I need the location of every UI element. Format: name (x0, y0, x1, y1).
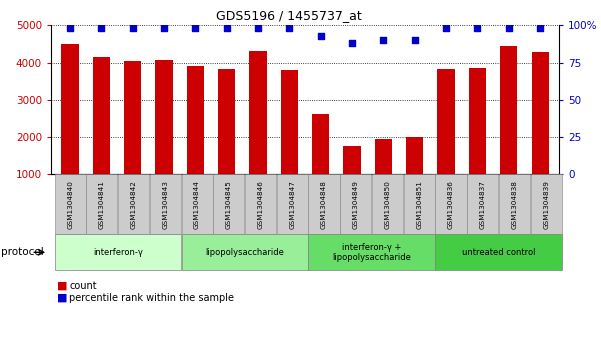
Text: GSM1304840: GSM1304840 (67, 180, 73, 229)
Point (284, 25, 294, 31)
Point (65, 25, 75, 31)
Point (379, 37, 388, 43)
Bar (187, 66, 204, 174)
Point (222, 25, 231, 31)
Text: interferon-γ: interferon-γ (93, 248, 142, 257)
Bar (312, 114, 329, 174)
Point (191, 25, 200, 31)
Text: percentile rank within the sample: percentile rank within the sample (69, 293, 234, 303)
Text: GSM1304847: GSM1304847 (289, 180, 295, 229)
Bar (531, 52, 549, 174)
Point (96, 25, 106, 31)
Bar (249, 52, 267, 174)
Text: GSM1304841: GSM1304841 (99, 180, 105, 229)
Bar (343, 146, 361, 174)
Text: protocol: protocol (1, 247, 44, 257)
Text: GSM1304837: GSM1304837 (480, 180, 486, 229)
Bar (500, 46, 517, 174)
Bar (281, 70, 298, 174)
Point (535, 25, 545, 31)
Point (253, 25, 263, 31)
Text: GSM1304843: GSM1304843 (162, 180, 168, 229)
Text: GSM1304850: GSM1304850 (385, 180, 391, 229)
Bar (124, 61, 141, 174)
Bar (155, 60, 172, 174)
Point (472, 25, 482, 31)
Text: GSM1304839: GSM1304839 (543, 180, 549, 229)
Point (128, 25, 138, 31)
Text: interferon-γ +
lipopolysaccharide: interferon-γ + lipopolysaccharide (332, 242, 411, 262)
Text: ■: ■ (57, 293, 67, 303)
Text: GSM1304836: GSM1304836 (448, 180, 454, 229)
Bar (406, 138, 423, 174)
Point (441, 25, 451, 31)
Point (504, 25, 514, 31)
Text: count: count (69, 281, 97, 291)
Text: lipopolysaccharide: lipopolysaccharide (206, 248, 284, 257)
Bar (218, 69, 235, 174)
Bar (375, 139, 392, 174)
Bar (61, 44, 79, 174)
Text: GDS5196 / 1455737_at: GDS5196 / 1455737_at (216, 9, 361, 22)
Text: GSM1304849: GSM1304849 (353, 180, 359, 229)
Text: GSM1304844: GSM1304844 (194, 180, 200, 229)
Bar (93, 57, 110, 174)
Text: GSM1304842: GSM1304842 (130, 180, 136, 229)
Text: untreated control: untreated control (462, 248, 535, 257)
Text: GSM1304851: GSM1304851 (416, 180, 423, 229)
Text: GSM1304848: GSM1304848 (321, 180, 327, 229)
Bar (469, 68, 486, 174)
Text: GSM1304845: GSM1304845 (226, 180, 232, 229)
Bar (438, 69, 455, 174)
Point (316, 33, 326, 39)
Point (347, 40, 357, 46)
Text: GSM1304838: GSM1304838 (511, 180, 517, 229)
Text: ■: ■ (57, 281, 67, 291)
Point (159, 25, 169, 31)
Text: GSM1304846: GSM1304846 (258, 180, 264, 229)
Point (410, 37, 419, 43)
